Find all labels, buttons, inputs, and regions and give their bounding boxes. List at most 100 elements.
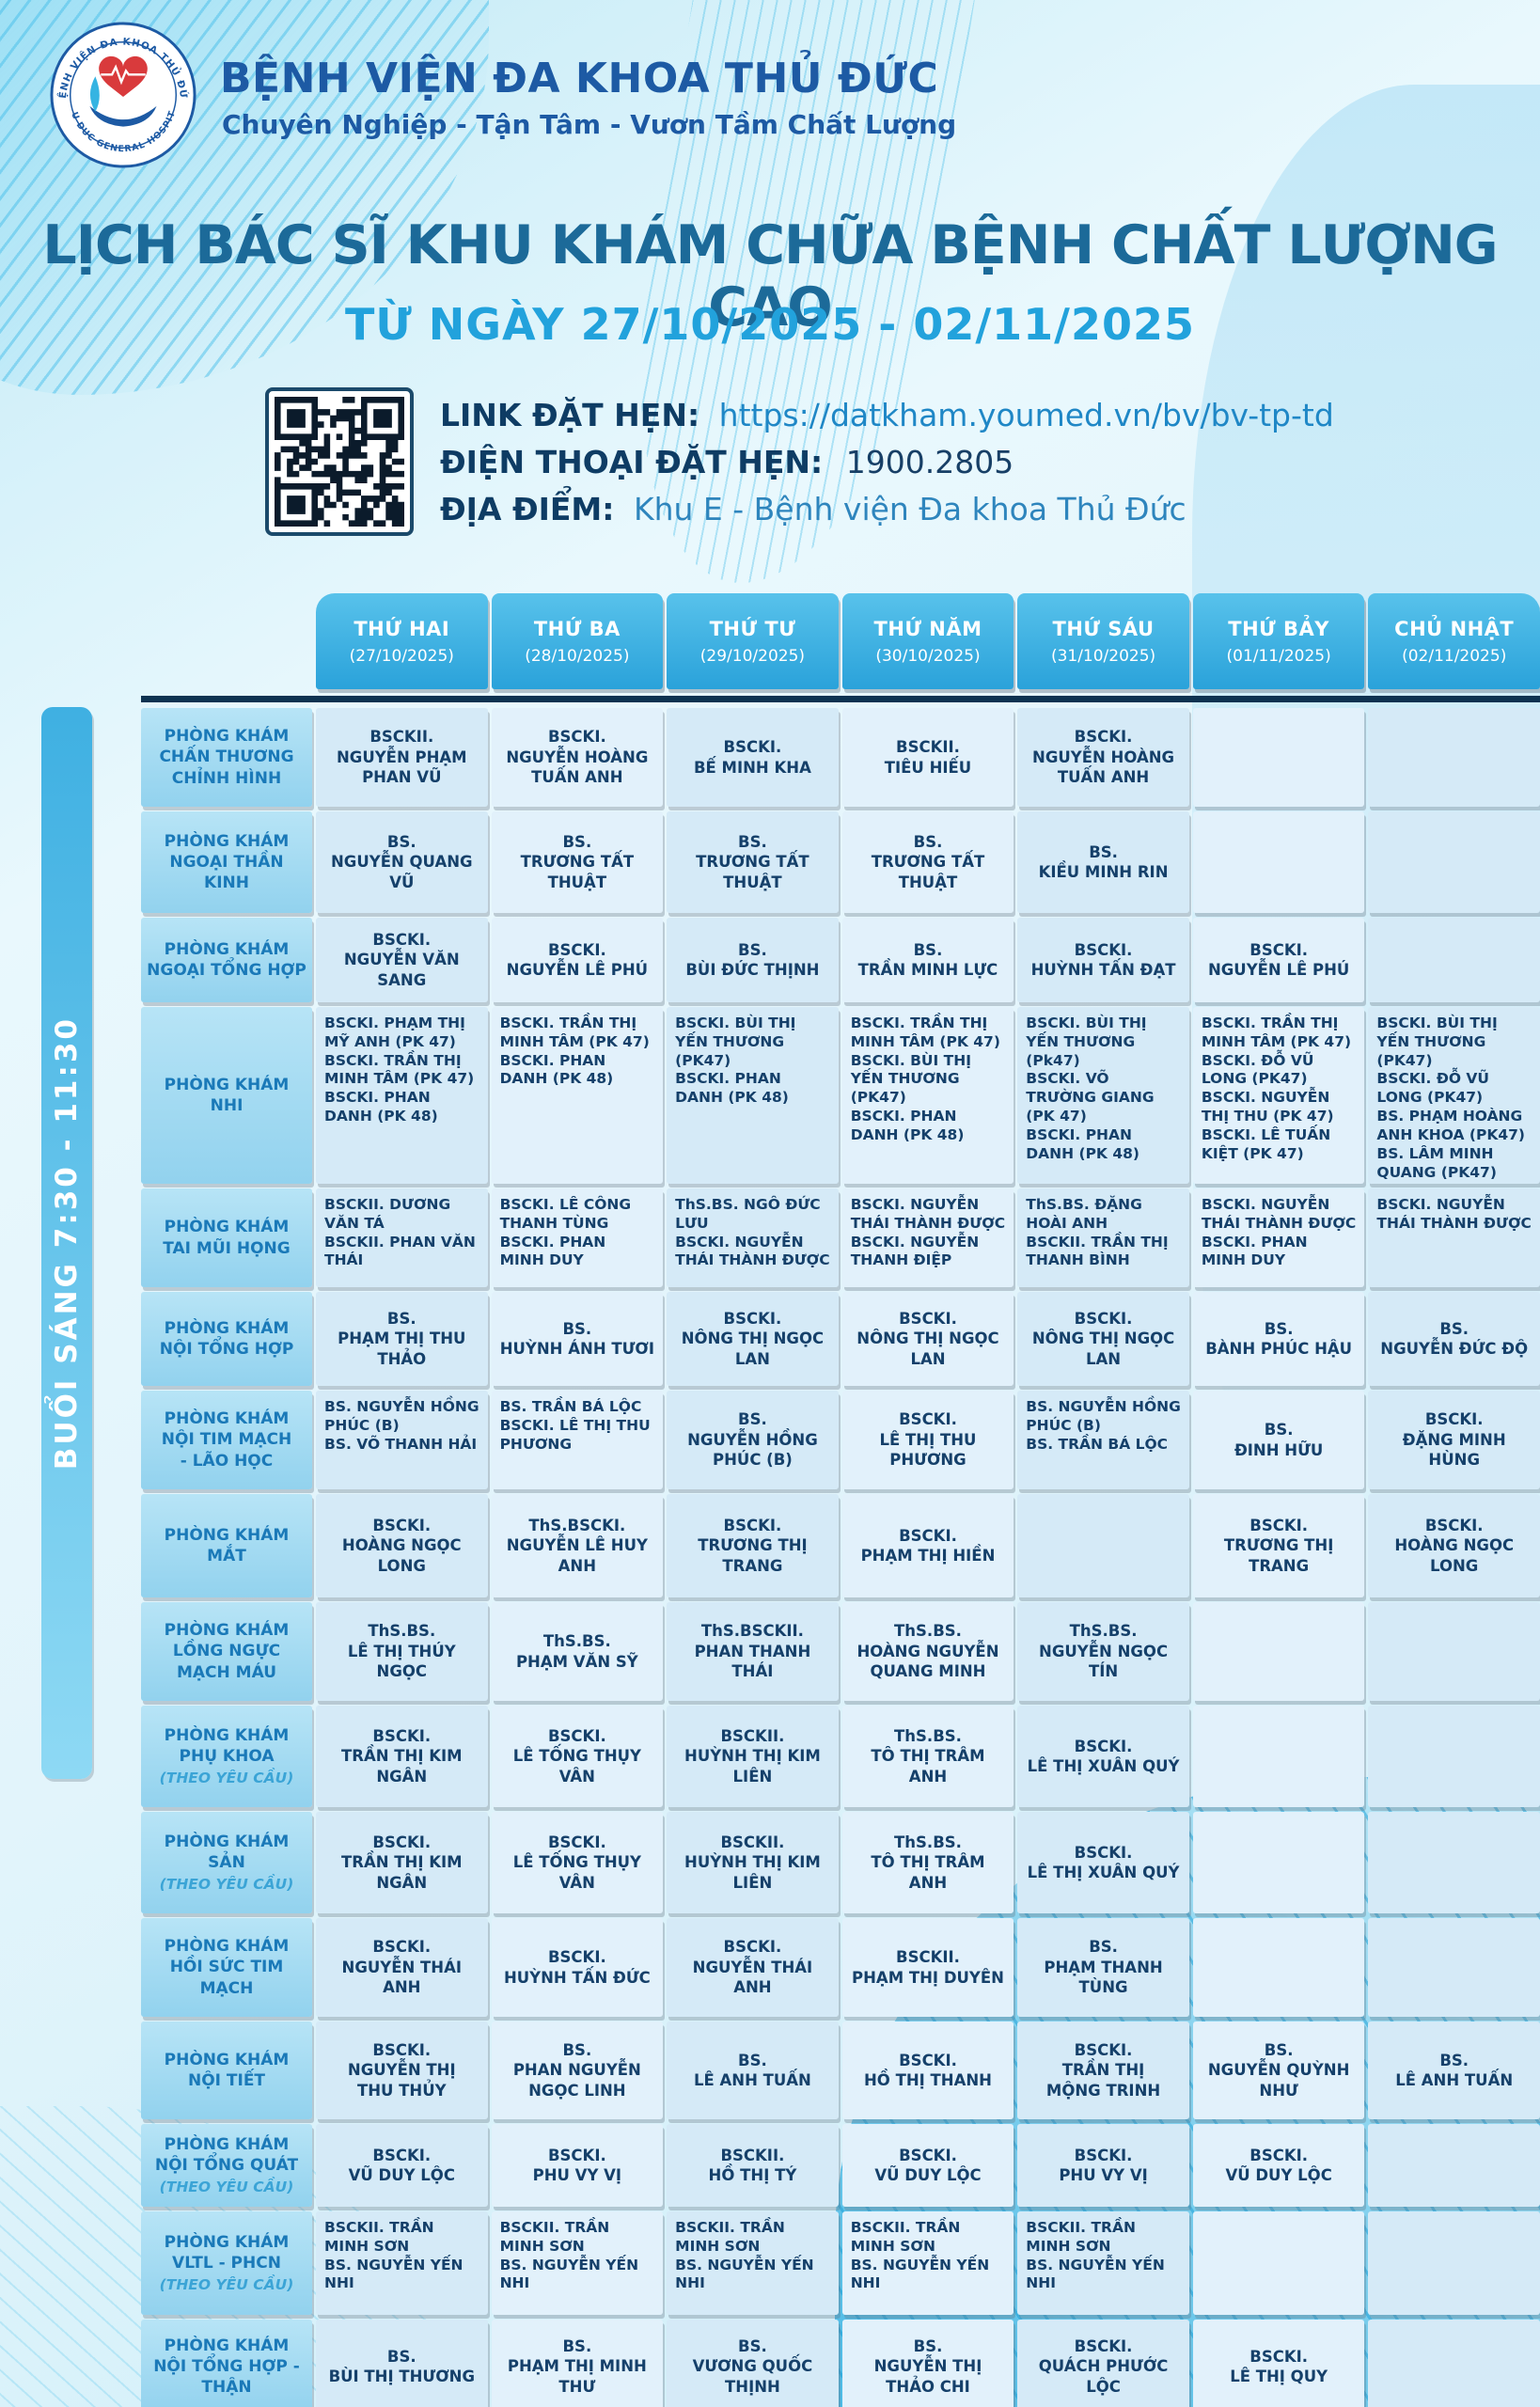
day-name: THỨ SÁU bbox=[1052, 617, 1155, 640]
doctor-names: BSCKI. HOÀNG NGỌC LONG bbox=[1394, 1516, 1515, 1575]
day-header-cell: THỨ SÁU (31/10/2025) bbox=[1017, 593, 1189, 689]
schedule-cell: BSCKI. LÊ THỊ XUÂN QUÝ bbox=[1017, 1706, 1189, 1807]
doctor-names: BSCKII. TRẦN MINH SƠN BS. NGUYỄN YẾN NHI bbox=[1026, 2219, 1165, 2292]
schedule-cell: BSCKI. PHẠM THỊ MỸ ANH (PK 47) BSCKI. TR… bbox=[316, 1007, 488, 1184]
day-header-cell: THỨ BA (28/10/2025) bbox=[491, 593, 664, 689]
doctor-names: BSCKI. LÊ TỐNG THỤY VÂN bbox=[512, 1726, 642, 1786]
room-cell: PHÒNG KHÁM NỘI TIM MẠCH - LÃO HỌC bbox=[141, 1391, 312, 1489]
doctor-names: ThS.BS. NGUYỄN NGỌC TÍN bbox=[1039, 1622, 1169, 1681]
doctor-names: ThS.BS. NGÔ ĐỨC LƯU BSCKI. NGUYỄN THÁI T… bbox=[675, 1196, 830, 1269]
schedule-cell bbox=[1368, 811, 1540, 913]
schedule-cell: BSCKII. HỒ THỊ TÝ bbox=[667, 2124, 839, 2207]
doctor-names: BSCKII. HỒ THỊ TÝ bbox=[708, 2146, 797, 2184]
schedule-cell: BSCKI. HỒ THỊ THANH bbox=[841, 2022, 1014, 2119]
doctor-names: BSCKI. TRƯƠNG THỊ TRANG bbox=[698, 1516, 808, 1575]
room-label: PHÒNG KHÁM NHI bbox=[164, 1075, 290, 1115]
schedule-cell: BSCKI. BÙI THỊ YẾN THƯƠNG (PK47) BSCKI. … bbox=[667, 1007, 839, 1184]
doctor-names: BS. TRƯƠNG TẤT THUẬT bbox=[871, 832, 985, 891]
doctor-names: BSCKI. BẾ MINH KHA bbox=[693, 738, 811, 777]
doctor-names: ThS.BS. ĐẶNG HOÀI ANH BSCKII. TRẦN THỊ T… bbox=[1026, 1196, 1169, 1269]
day-name: THỨ BA bbox=[533, 617, 621, 640]
day-name: CHỦ NHẬT bbox=[1394, 617, 1515, 640]
booking-phone-line: ĐIỆN THOẠI ĐẶT HẸN: 1900.2805 bbox=[440, 444, 1334, 480]
doctor-names: BSCKI. NÔNG THỊ NGỌC LAN bbox=[856, 1309, 999, 1368]
doctor-names: BSCKI. PHU VY VỊ bbox=[532, 2146, 622, 2184]
schedule-cell bbox=[1192, 1812, 1365, 1913]
schedule-cell: BS. KIỀU MINH RIN bbox=[1017, 811, 1189, 913]
doctor-names: BSCKI. PHẠM THỊ MỸ ANH (PK 47) BSCKI. TR… bbox=[324, 1015, 475, 1125]
schedule-cell: BSCKI. NGUYỄN THÁI THÀNH ĐƯỢC bbox=[1368, 1188, 1540, 1287]
doctor-names: ThS.BS. PHẠM VĂN SỸ bbox=[515, 1632, 638, 1671]
doctor-names: BS. PHẠM THỊ THU THẢO bbox=[338, 1309, 466, 1368]
schedule-cell: BSCKII. TRẦN MINH SƠN BS. NGUYỄN YẾN NHI bbox=[841, 2211, 1014, 2315]
schedule-cell: BS. BÙI THỊ THƯƠNG bbox=[316, 2320, 488, 2407]
day-date: (27/10/2025) bbox=[349, 646, 454, 666]
doctor-names: BSCKII. HUỲNH THỊ KIM LIÊN bbox=[684, 1833, 821, 1892]
doctor-names: BSCKI. BÙI THỊ YẾN THƯƠNG (PK47) BSCKI. … bbox=[1376, 1015, 1526, 1181]
schedule-cell bbox=[1192, 1706, 1365, 1807]
doctor-names: BSCKI. NGUYỄN THÁI THÀNH ĐƯỢC BSCKI. PHA… bbox=[1201, 1196, 1357, 1269]
schedule-cell: BSCKI. BÙI THỊ YẾN THƯƠNG (PK47) BSCKI. … bbox=[1368, 1007, 1540, 1184]
room-label: PHÒNG KHÁM TAI MŨI HỌNG bbox=[163, 1218, 291, 1258]
schedule-cell bbox=[1192, 708, 1365, 807]
schedule-cell: BSCKI. HUỲNH TẤN ĐẠT bbox=[1017, 918, 1189, 1002]
room-label: PHÒNG KHÁM VLTL - PHCN bbox=[164, 2232, 290, 2273]
schedule-cell bbox=[1368, 708, 1540, 807]
doctor-names: BS. NGUYỄN QUANG VŨ bbox=[331, 832, 473, 891]
schedule-cell: BS. PHẠM THANH TÙNG bbox=[1017, 1918, 1189, 2017]
doctor-names: BSCKI. NGUYỄN THÁI THÀNH ĐƯỢC bbox=[1376, 1196, 1532, 1232]
day-date: (01/11/2025) bbox=[1226, 646, 1331, 666]
doctor-names: BSCKI. LÊ THỊ XUÂN QUÝ bbox=[1027, 1843, 1180, 1881]
room-note: (THEO YÊU CẦU) bbox=[159, 2179, 294, 2196]
doctor-names: BSCKI. NGUYỄN THÁI ANH bbox=[341, 1938, 463, 1997]
room-note: (THEO YÊU CẦU) bbox=[159, 2276, 294, 2294]
schedule-cell: BSCKI. NGUYỄN HOÀNG TUẤN ANH bbox=[1017, 708, 1189, 807]
doctor-names: BS. PHẠM THỊ MINH THƯ bbox=[507, 2336, 647, 2396]
room-cell: PHÒNG KHÁM SẢN (THEO YÊU CẦU) bbox=[141, 1812, 312, 1913]
schedule-cell: BSCKII. TRẦN MINH SƠN BS. NGUYỄN YẾN NHI bbox=[491, 2211, 664, 2315]
day-date: (29/10/2025) bbox=[699, 646, 806, 666]
doctor-names: BSCKI. VŨ DUY LỘC bbox=[348, 2146, 455, 2184]
room-cell: PHÒNG KHÁM TAI MŨI HỌNG bbox=[141, 1188, 312, 1287]
doctor-names: BSCKI. NÔNG THỊ NGỌC LAN bbox=[681, 1309, 825, 1368]
day-date: (02/11/2025) bbox=[1402, 646, 1507, 666]
schedule-cell: BS. LÊ ANH TUẤN bbox=[1368, 2022, 1540, 2119]
session-morning-bar: BUỔI SÁNG 7:30 - 11:30 bbox=[41, 707, 92, 1779]
schedule-cell: BS. PHAN NGUYỄN NGỌC LINH bbox=[491, 2022, 664, 2119]
doctor-names: BSCKI. LÊ TỐNG THỤY VÂN bbox=[512, 1833, 642, 1892]
schedule-cell: BS. TRƯƠNG TẤT THUẬT bbox=[491, 811, 664, 913]
schedule-cell: BSCKII. TIÊU HIẾU bbox=[841, 708, 1014, 807]
schedule-cell bbox=[1192, 2211, 1365, 2315]
schedule-cell: BSCKI. HOÀNG NGỌC LONG bbox=[316, 1494, 488, 1597]
doctor-names: BSCKI. TRẦN THỊ KIM NGÂN bbox=[340, 1726, 463, 1786]
schedule-cell: BSCKI. TRẦN THỊ MỘNG TRINH bbox=[1017, 2022, 1189, 2119]
doctor-names: BS. HUỲNH ÁNH TƯƠI bbox=[499, 1319, 654, 1358]
schedule-cell: BSCKII. TRẦN MINH SƠN BS. NGUYỄN YẾN NHI bbox=[316, 2211, 488, 2315]
doctor-names: BS. BÙI ĐỨC THỊNH bbox=[685, 940, 820, 979]
session-morning-label: BUỔI SÁNG 7:30 - 11:30 bbox=[50, 1015, 84, 1471]
doctor-names: BSCKI. NGUYỄN THÁI ANH bbox=[692, 1938, 813, 1997]
doctor-names: BSCKI. TRẦN THỊ MINH TÂM (PK 47) BSCKI. … bbox=[1201, 1015, 1352, 1162]
booking-address-label: ĐỊA ĐIỂM: bbox=[440, 490, 615, 527]
room-label: PHÒNG KHÁM LỒNG NGỰC MẠCH MÁU bbox=[164, 1621, 290, 1682]
schedule-cell: BSCKI. BẾ MINH KHA bbox=[667, 708, 839, 807]
hospital-tagline: Chuyên Nghiệp - Tận Tâm - Vươn Tầm Chất … bbox=[222, 109, 957, 140]
room-note: (THEO YÊU CẦU) bbox=[159, 1876, 294, 1894]
doctor-names: BSCKI. PHU VY VỊ bbox=[1059, 2146, 1148, 2184]
schedule-cell: ThS.BSCKI. NGUYỄN LÊ HUY ANH bbox=[491, 1494, 664, 1597]
doctor-names: BSCKII. TRẦN MINH SƠN BS. NGUYỄN YẾN NHI bbox=[675, 2219, 814, 2292]
schedule-cell: BSCKI. LÊ TỐNG THỤY VÂN bbox=[491, 1706, 664, 1807]
schedule-cell: BS. NGUYỄN ĐỨC ĐỘ bbox=[1368, 1292, 1540, 1386]
room-cell: PHÒNG KHÁM NỘI TỔNG HỢP bbox=[141, 1292, 312, 1386]
schedule-cell: BS. NGUYỄN THỊ THẢO CHI bbox=[841, 2320, 1014, 2407]
schedule-cell bbox=[1017, 1494, 1189, 1597]
booking-info: LINK ĐẶT HẸN: https://datkham.youmed.vn/… bbox=[265, 387, 1334, 536]
doctor-names: BSCKI. BÙI THỊ YẾN THƯƠNG (PK47) BSCKI. … bbox=[675, 1015, 796, 1107]
doctor-names: BS. VƯƠNG QUỐC THỊNH bbox=[692, 2336, 813, 2396]
doctor-names: BSCKI. TRẦN THỊ MỘNG TRINH bbox=[1045, 2040, 1161, 2100]
room-cell: PHÒNG KHÁM NỘI TIẾT bbox=[141, 2022, 312, 2119]
day-header-cell: THỨ NĂM (30/10/2025) bbox=[841, 593, 1014, 689]
schedule-cell: BSCKI. VŨ DUY LỘC bbox=[316, 2124, 488, 2207]
day-header-cell: THỨ TƯ (29/10/2025) bbox=[667, 593, 839, 689]
doctor-names: ThS.BS. LÊ THỊ THÚY NGỌC bbox=[347, 1622, 456, 1681]
